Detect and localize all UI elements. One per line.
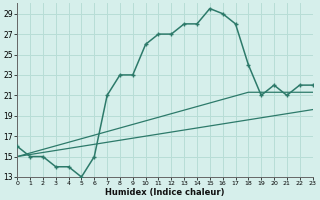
X-axis label: Humidex (Indice chaleur): Humidex (Indice chaleur) xyxy=(105,188,225,197)
